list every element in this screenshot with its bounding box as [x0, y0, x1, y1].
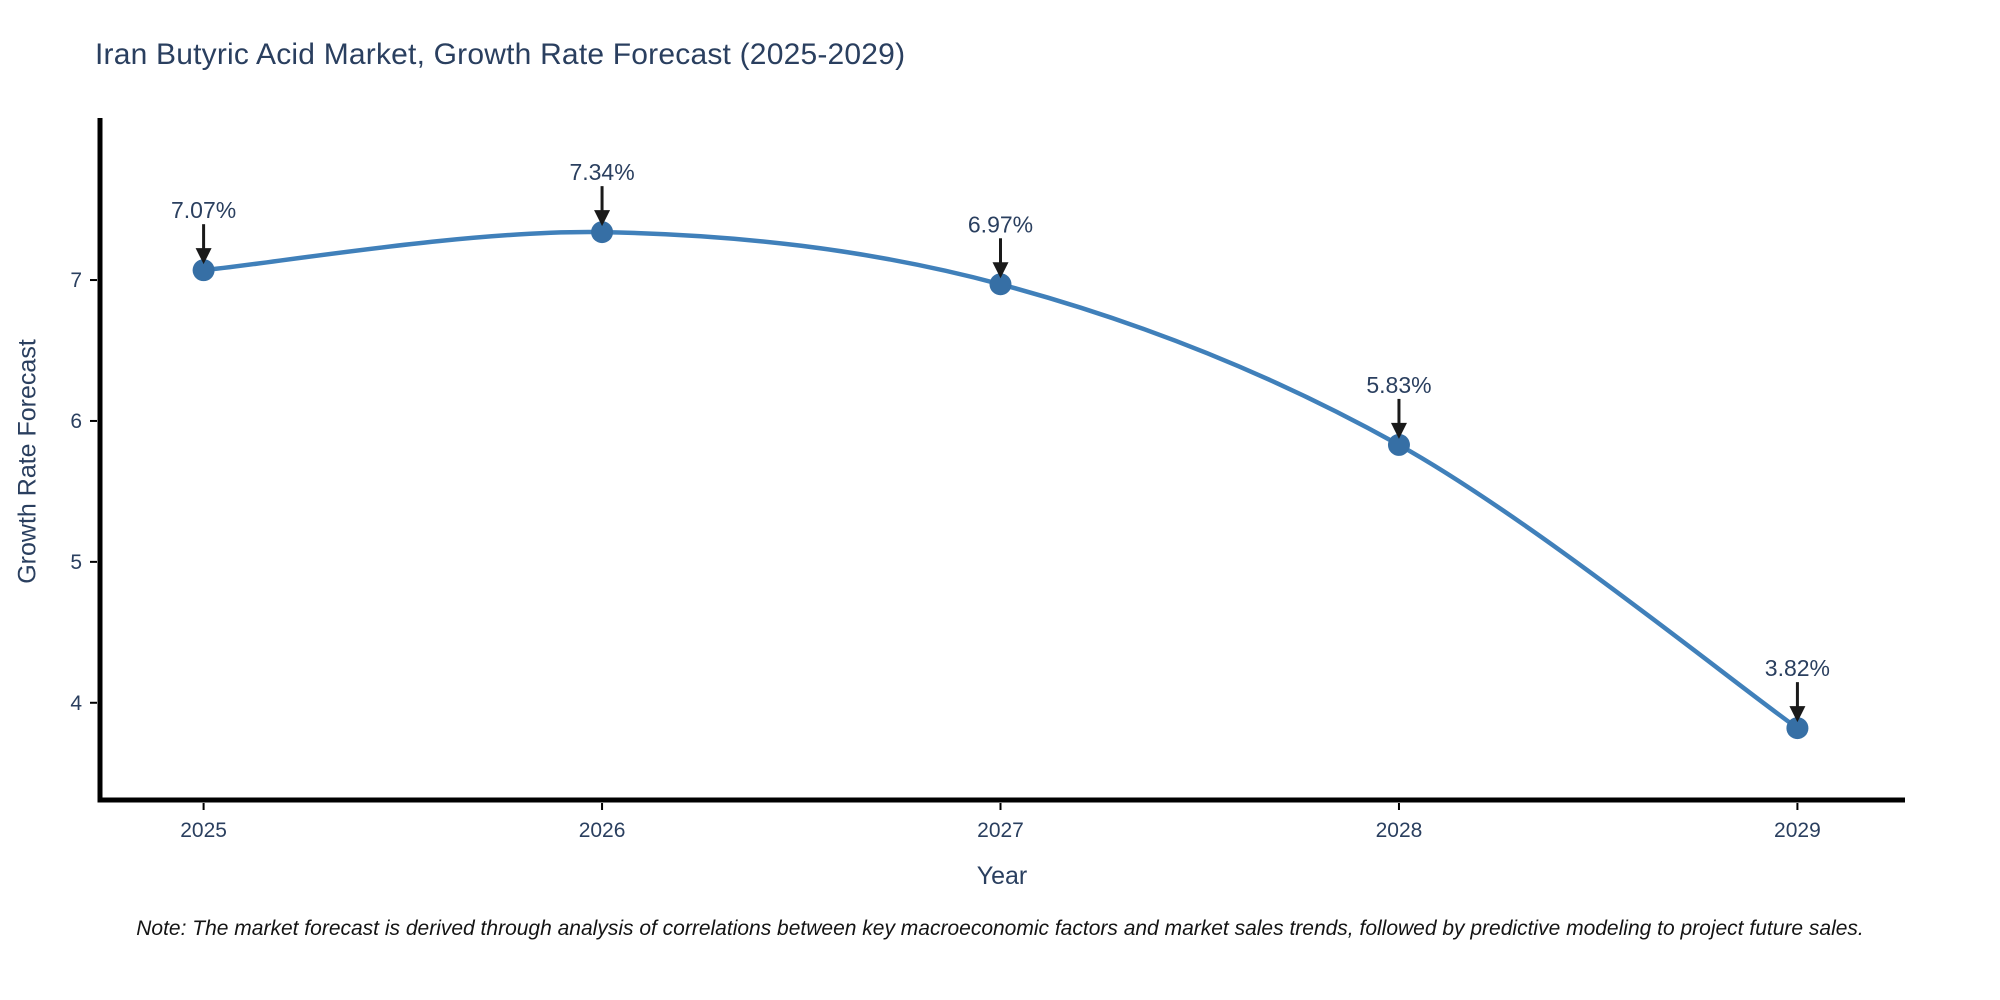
- data-point-marker: [1786, 717, 1809, 740]
- data-point-label: 6.97%: [968, 211, 1033, 237]
- chart-title: Iran Butyric Acid Market, Growth Rate Fo…: [95, 38, 906, 71]
- annotation-arrowhead: [594, 210, 611, 227]
- y-tick-label: 5: [70, 551, 82, 574]
- series-growth-rate-forecast: [192, 221, 1809, 740]
- data-point-label: 5.83%: [1366, 372, 1431, 398]
- x-tick-label: 2029: [1774, 819, 1821, 842]
- x-axis-title: Year: [976, 862, 1028, 890]
- annotation-arrowhead: [1390, 422, 1407, 439]
- annotation-arrowhead: [195, 248, 212, 265]
- footnote: Note: The market forecast is derived thr…: [136, 917, 1864, 940]
- data-point-marker: [591, 221, 614, 244]
- y-tick-label: 6: [70, 410, 82, 433]
- y-tick-label: 7: [70, 269, 82, 292]
- data-point-marker: [989, 273, 1012, 296]
- x-tick-label: 2028: [1376, 819, 1423, 842]
- annotation-arrowhead: [1789, 706, 1806, 723]
- y-tick-label: 4: [70, 692, 82, 715]
- data-point-marker: [1387, 433, 1410, 456]
- data-point-marker: [192, 259, 215, 282]
- data-point-label: 3.82%: [1765, 655, 1830, 681]
- data-point-labels: 7.07% 7.34% 6.97% 5.83% 3.82%: [171, 159, 1830, 723]
- axes: 4 5 6 7 2025 2026 2027 2028 2029: [70, 118, 1905, 842]
- x-tick-label: 2027: [977, 819, 1024, 842]
- data-point-label: 7.07%: [171, 197, 236, 223]
- annotation-arrowhead: [992, 262, 1009, 279]
- x-tick-label: 2026: [579, 819, 626, 842]
- trend-line: [203, 229, 1799, 730]
- x-tick-label: 2025: [180, 819, 227, 842]
- data-point-label: 7.34%: [569, 159, 634, 185]
